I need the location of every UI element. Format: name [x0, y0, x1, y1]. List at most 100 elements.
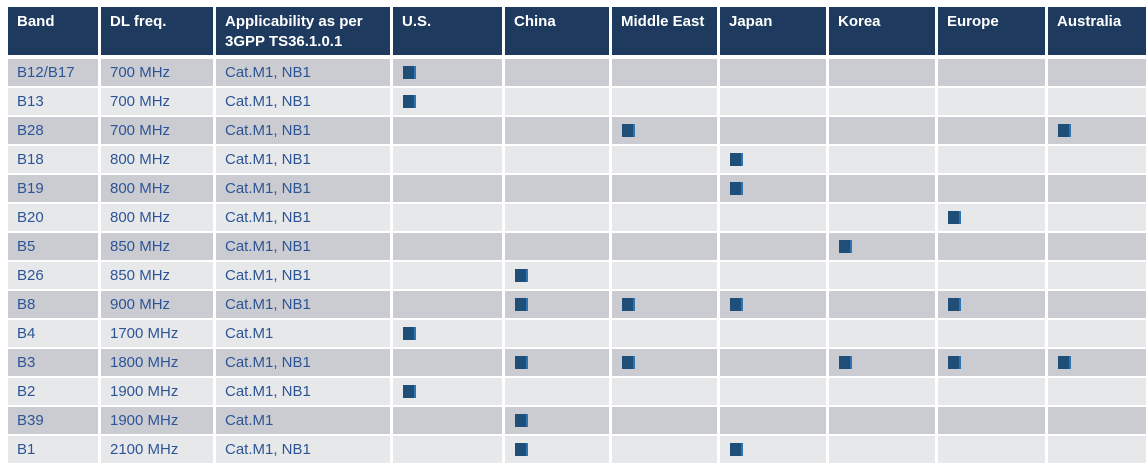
support-square-icon	[948, 356, 961, 369]
band-cell: B13	[8, 88, 98, 115]
region-cell-china	[505, 378, 609, 405]
region-cell-middle-east	[612, 233, 717, 260]
region-cell-middle-east	[612, 291, 717, 318]
region-cell-australia	[1048, 349, 1146, 376]
region-cell-japan	[720, 407, 826, 434]
table-row: B13 700 MHz Cat.M1, NB1	[8, 88, 1146, 115]
table-row: B12/B17 700 MHz Cat.M1, NB1	[8, 59, 1146, 86]
band-cell: B28	[8, 117, 98, 144]
dl-freq-cell: 800 MHz	[101, 146, 213, 173]
support-square-icon	[622, 356, 635, 369]
support-square-icon	[1058, 356, 1071, 369]
region-cell-australia	[1048, 204, 1146, 231]
band-cell: B5	[8, 233, 98, 260]
region-cell-us	[393, 146, 502, 173]
region-cell-korea	[829, 88, 935, 115]
region-cell-korea	[829, 117, 935, 144]
header-row: Band DL freq. Applicability as per 3GPP TS…	[8, 7, 1146, 57]
support-square-icon	[403, 95, 416, 108]
region-cell-us	[393, 59, 502, 86]
region-cell-korea	[829, 146, 935, 173]
applicability-cell: Cat.M1, NB1	[216, 291, 390, 318]
region-cell-middle-east	[612, 320, 717, 347]
region-cell-europe	[938, 378, 1045, 405]
applicability-cell: Cat.M1, NB1	[216, 146, 390, 173]
region-cell-japan	[720, 59, 826, 86]
support-square-icon	[948, 298, 961, 311]
table-row: B20 800 MHz Cat.M1, NB1	[8, 204, 1146, 231]
region-cell-middle-east	[612, 146, 717, 173]
region-cell-korea	[829, 349, 935, 376]
table-row: B5 850 MHz Cat.M1, NB1	[8, 233, 1146, 260]
dl-freq-cell: 700 MHz	[101, 88, 213, 115]
region-cell-middle-east	[612, 407, 717, 434]
region-cell-us	[393, 117, 502, 144]
region-cell-europe	[938, 262, 1045, 289]
band-cell: B12/B17	[8, 59, 98, 86]
region-cell-us	[393, 262, 502, 289]
region-cell-europe	[938, 146, 1045, 173]
dl-freq-cell: 800 MHz	[101, 204, 213, 231]
applicability-cell: Cat.M1, NB1	[216, 175, 390, 202]
support-square-icon	[622, 124, 635, 137]
band-cell: B19	[8, 175, 98, 202]
column-header-korea: Korea	[829, 7, 935, 57]
band-cell: B39	[8, 407, 98, 434]
applicability-cell: Cat.M1, NB1	[216, 59, 390, 86]
applicability-cell: Cat.M1, NB1	[216, 117, 390, 144]
region-cell-middle-east	[612, 117, 717, 144]
applicability-cell: Cat.M1	[216, 320, 390, 347]
region-cell-europe	[938, 436, 1045, 463]
dl-freq-cell: 700 MHz	[101, 59, 213, 86]
region-cell-korea	[829, 291, 935, 318]
region-cell-us	[393, 407, 502, 434]
band-cell: B3	[8, 349, 98, 376]
region-cell-china	[505, 349, 609, 376]
region-cell-japan	[720, 262, 826, 289]
region-cell-us	[393, 233, 502, 260]
region-cell-us	[393, 88, 502, 115]
band-cell: B4	[8, 320, 98, 347]
applicability-cell: Cat.M1, NB1	[216, 88, 390, 115]
support-square-icon	[403, 66, 416, 79]
dl-freq-cell: 1700 MHz	[101, 320, 213, 347]
region-cell-japan	[720, 320, 826, 347]
region-cell-middle-east	[612, 262, 717, 289]
region-cell-japan	[720, 378, 826, 405]
column-header-europe: Europe	[938, 7, 1045, 57]
dl-freq-cell: 1900 MHz	[101, 407, 213, 434]
region-cell-korea	[829, 204, 935, 231]
region-cell-china	[505, 175, 609, 202]
region-cell-us	[393, 291, 502, 318]
region-cell-china	[505, 59, 609, 86]
applicability-cell: Cat.M1, NB1	[216, 378, 390, 405]
region-cell-japan	[720, 88, 826, 115]
region-cell-australia	[1048, 117, 1146, 144]
band-cell: B1	[8, 436, 98, 463]
dl-freq-cell: 700 MHz	[101, 117, 213, 144]
region-cell-europe	[938, 117, 1045, 144]
region-cell-australia	[1048, 146, 1146, 173]
region-cell-us	[393, 175, 502, 202]
support-square-icon	[515, 443, 528, 456]
column-header-japan: Japan	[720, 7, 826, 57]
band-cell: B20	[8, 204, 98, 231]
support-square-icon	[403, 327, 416, 340]
support-square-icon	[730, 298, 743, 311]
region-cell-korea	[829, 407, 935, 434]
applicability-cell: Cat.M1, NB1	[216, 233, 390, 260]
region-cell-china	[505, 233, 609, 260]
applicability-cell: Cat.M1, NB1	[216, 349, 390, 376]
region-cell-europe	[938, 233, 1045, 260]
region-cell-middle-east	[612, 378, 717, 405]
band-applicability-table: Band DL freq. Applicability as per 3GPP TS…	[5, 5, 1146, 465]
region-cell-australia	[1048, 262, 1146, 289]
table-header: Band DL freq. Applicability as per 3GPP TS…	[8, 7, 1146, 57]
region-cell-korea	[829, 59, 935, 86]
region-cell-europe	[938, 175, 1045, 202]
region-cell-australia	[1048, 175, 1146, 202]
support-square-icon	[515, 298, 528, 311]
region-cell-japan	[720, 204, 826, 231]
region-cell-us	[393, 436, 502, 463]
